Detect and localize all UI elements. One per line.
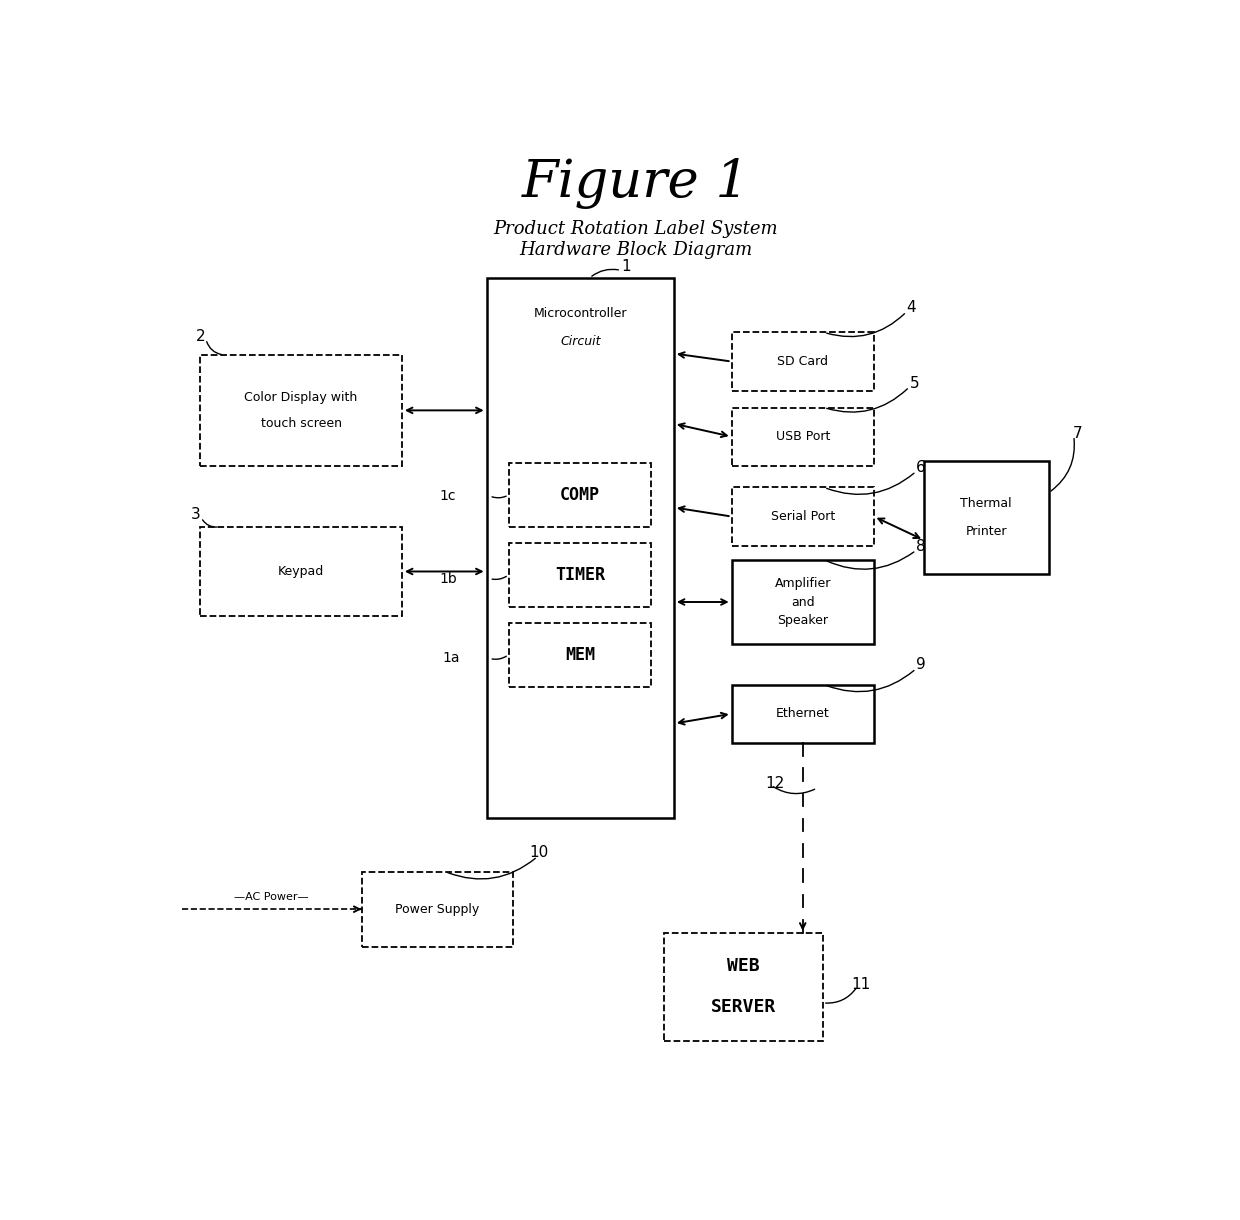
Text: COMP: COMP — [559, 486, 600, 504]
Bar — [486, 278, 675, 819]
Text: Color Display with: Color Display with — [244, 390, 357, 404]
Text: Power Supply: Power Supply — [396, 903, 480, 916]
Text: 2: 2 — [196, 328, 206, 344]
Text: 1: 1 — [621, 259, 631, 274]
Bar — [732, 332, 874, 390]
Text: Thermal: Thermal — [961, 497, 1012, 510]
Text: 1a: 1a — [443, 651, 460, 665]
Text: WEB: WEB — [728, 956, 760, 975]
Text: USB Port: USB Port — [775, 431, 830, 443]
Bar — [362, 871, 513, 947]
Text: and: and — [791, 595, 815, 609]
Text: Product Rotation Label System: Product Rotation Label System — [494, 220, 777, 238]
Text: 8: 8 — [916, 539, 926, 554]
Text: Amplifier: Amplifier — [775, 577, 831, 589]
Text: touch screen: touch screen — [260, 417, 341, 429]
Bar — [200, 355, 402, 466]
Text: Serial Port: Serial Port — [770, 510, 835, 523]
Text: —AC Power—: —AC Power— — [234, 892, 309, 902]
Bar — [508, 543, 651, 606]
Text: Microcontroller: Microcontroller — [533, 307, 627, 320]
Bar — [508, 462, 651, 527]
Text: 11: 11 — [852, 977, 870, 992]
Bar — [665, 932, 823, 1041]
Text: 5: 5 — [909, 376, 919, 390]
Bar — [508, 622, 651, 687]
Text: 4: 4 — [906, 300, 916, 316]
Text: Hardware Block Diagram: Hardware Block Diagram — [518, 240, 753, 259]
Text: SD Card: SD Card — [777, 355, 828, 368]
Text: Circuit: Circuit — [560, 336, 600, 348]
Text: 3: 3 — [191, 508, 200, 522]
Text: 1c: 1c — [440, 489, 456, 503]
Text: SERVER: SERVER — [711, 998, 776, 1016]
Text: Keypad: Keypad — [278, 565, 324, 578]
Text: Printer: Printer — [966, 525, 1007, 538]
Bar — [200, 527, 402, 616]
Bar — [732, 560, 874, 644]
Text: Figure 1: Figure 1 — [522, 159, 749, 210]
Text: 12: 12 — [765, 776, 785, 791]
Text: 10: 10 — [529, 845, 549, 860]
Text: 7: 7 — [1073, 426, 1083, 442]
Text: Ethernet: Ethernet — [776, 708, 830, 720]
Text: 9: 9 — [916, 658, 926, 672]
Text: 6: 6 — [916, 460, 926, 475]
Text: Speaker: Speaker — [777, 615, 828, 627]
Bar — [924, 461, 1049, 573]
Text: 1b: 1b — [439, 571, 458, 586]
Bar — [732, 684, 874, 743]
Text: TIMER: TIMER — [554, 566, 605, 583]
Bar — [732, 488, 874, 545]
Text: MEM: MEM — [564, 645, 595, 664]
Bar — [732, 407, 874, 466]
